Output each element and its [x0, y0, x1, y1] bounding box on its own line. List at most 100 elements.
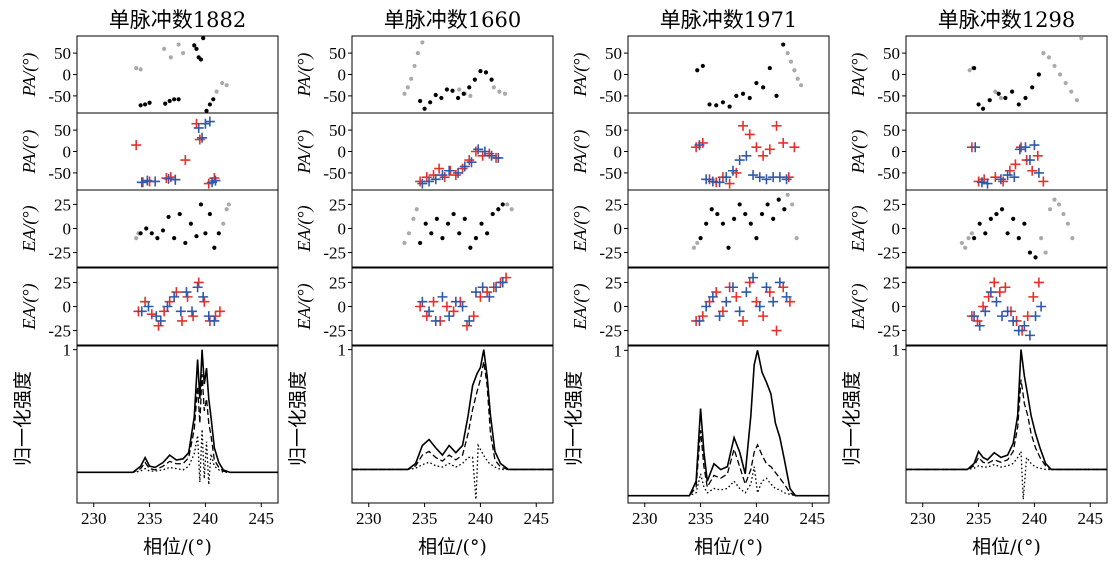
data-point [214, 306, 225, 317]
data-point [478, 68, 483, 74]
data-point [176, 97, 181, 102]
y-tick-label: 1 [63, 341, 72, 360]
y-tick-label: -25 [877, 244, 900, 263]
data-point [988, 216, 993, 221]
chart-title: 单脉冲数1660 [384, 8, 521, 32]
data-point [150, 176, 161, 187]
panel-frame [76, 189, 279, 268]
data-point [468, 245, 473, 250]
data-point [714, 177, 725, 188]
intensity-panel: 1 归一化强度 [12, 341, 279, 504]
y-tick-label: -25 [48, 244, 71, 263]
data-point [417, 178, 428, 189]
data-point [741, 287, 752, 298]
scatter-panel-2: -50 0 50 PA/(°) [570, 112, 830, 191]
panel-frame [905, 189, 1108, 268]
y-tick-label: 50 [329, 44, 346, 63]
data-point [450, 170, 461, 181]
scatter-panel-1: -50 0 50 PA/(°) [848, 35, 1108, 114]
data-point [415, 51, 420, 56]
data-point [987, 98, 992, 103]
data-point [758, 311, 769, 322]
data-point [727, 104, 732, 109]
data-point [1056, 202, 1062, 207]
data-point [216, 231, 221, 236]
scatter-panel-3: -25 0 25 EA/(°) [294, 189, 554, 268]
data-point [1069, 89, 1074, 94]
data-point [738, 315, 749, 326]
data-point [754, 236, 759, 241]
data-point [165, 172, 176, 183]
data-point [700, 63, 705, 69]
panel-frame [351, 189, 554, 268]
x-tick-label: 230 [910, 509, 936, 528]
y-tick-label: -25 [323, 322, 346, 341]
data-point [969, 311, 980, 322]
y-axis-label: EA/(°) [570, 283, 591, 330]
data-point [486, 150, 497, 161]
data-point [192, 282, 203, 293]
data-point [138, 231, 143, 236]
panel-frame [76, 267, 279, 346]
scatter-panel-4: -25 0 25 EA/(°) [19, 267, 279, 346]
data-point [457, 87, 462, 92]
data-point [751, 142, 762, 153]
y-tick-label: 0 [338, 66, 347, 85]
y-tick-label: -25 [599, 322, 622, 341]
data-point [726, 245, 731, 250]
data-point [162, 301, 173, 312]
data-point [734, 93, 739, 98]
data-point [741, 150, 752, 161]
data-point [994, 287, 1005, 298]
data-point [455, 95, 461, 101]
data-point [485, 231, 490, 236]
data-point [1043, 250, 1048, 255]
data-point [1033, 167, 1044, 178]
data-point [798, 83, 804, 88]
y-axis-label: 归一化强度 [563, 371, 585, 466]
data-point [422, 106, 427, 111]
intensity-curve-dotted [906, 449, 1107, 500]
data-point [1009, 89, 1015, 94]
chart-column-1: 单脉冲数1882 -50 0 50 PA/(°) -50 0 50 PA/(°) -25 0 25 EA… [12, 8, 279, 558]
data-point [789, 142, 800, 153]
data-point [983, 231, 988, 236]
data-point [990, 172, 1001, 183]
data-point [707, 102, 712, 107]
data-point [415, 176, 426, 187]
x-tick-label: 240 [193, 509, 219, 528]
data-point [450, 296, 461, 307]
y-axis-label: EA/(°) [848, 205, 869, 252]
data-point [1032, 150, 1043, 161]
data-point [754, 80, 759, 86]
data-point [453, 167, 464, 178]
data-point [483, 70, 489, 75]
data-point [187, 306, 198, 317]
data-point [166, 214, 171, 220]
chart-title: 单脉冲数1971 [660, 8, 797, 32]
data-point [976, 102, 981, 107]
data-point [754, 301, 765, 312]
data-point [998, 95, 1004, 101]
data-point [771, 325, 782, 336]
data-point [414, 207, 419, 212]
data-point [771, 120, 782, 131]
panel-frame [627, 267, 830, 346]
data-point [704, 221, 709, 226]
y-axis-label: PA/(°) [294, 130, 315, 175]
data-point [168, 55, 173, 60]
data-point [169, 291, 180, 302]
data-point [193, 277, 204, 288]
y-tick-label: -50 [599, 164, 622, 183]
panel-frame [905, 112, 1108, 191]
panel-frame [627, 112, 830, 191]
scatter-panel-4: -25 0 25 EA/(°) [294, 267, 554, 346]
data-point [738, 120, 749, 131]
y-tick-label: 0 [614, 66, 623, 85]
y-axis-label: EA/(°) [294, 205, 315, 252]
data-point [418, 240, 423, 246]
data-point [188, 311, 199, 322]
data-point [221, 221, 226, 226]
data-point [731, 216, 737, 221]
data-point [466, 157, 477, 168]
